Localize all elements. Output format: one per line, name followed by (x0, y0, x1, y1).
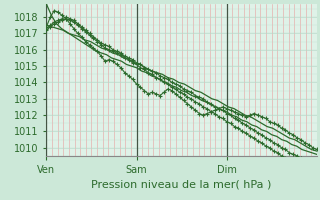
X-axis label: Pression niveau de la mer( hPa ): Pression niveau de la mer( hPa ) (92, 179, 272, 189)
